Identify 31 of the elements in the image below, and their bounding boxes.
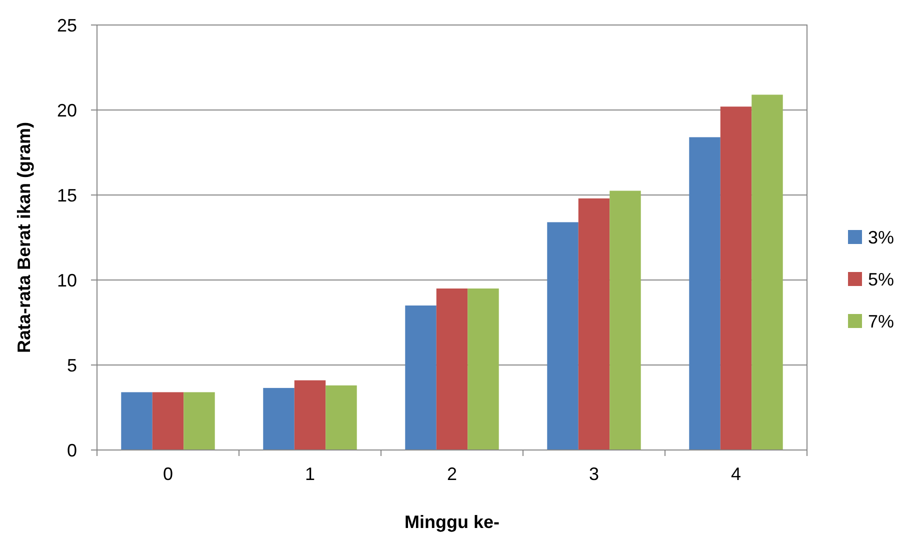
y-tick-label: 5 [66, 355, 77, 376]
y-tick-label: 20 [56, 100, 77, 120]
bar [689, 137, 720, 450]
legend-label: 3% [868, 227, 894, 248]
bar [752, 94, 783, 450]
bar [263, 388, 294, 450]
bar [578, 198, 610, 450]
bar [121, 392, 152, 450]
x-tick-label: 2 [446, 464, 458, 484]
bar [468, 288, 499, 450]
y-tick-label: 25 [56, 15, 77, 36]
legend-label: 7% [868, 311, 894, 332]
bar [720, 106, 752, 450]
y-tick-label: 0 [66, 440, 77, 460]
y-axis-title: Rata-rata Berat ikan (gram) [14, 122, 34, 354]
x-axis-title: Minggu ke- [404, 512, 500, 532]
y-tick-label: 10 [56, 270, 77, 290]
bar [610, 190, 641, 450]
bar [184, 392, 215, 450]
x-tick-label: 0 [162, 464, 174, 484]
x-tick-label: 1 [304, 464, 316, 484]
x-tick-label: 4 [730, 464, 742, 484]
bar [294, 380, 326, 450]
bar [405, 306, 436, 450]
bar [152, 392, 184, 450]
x-tick-label: 3 [588, 464, 600, 484]
bar [547, 222, 578, 450]
bar [436, 288, 468, 450]
legend-label: 5% [868, 269, 894, 290]
y-tick-label: 15 [56, 185, 77, 206]
bar [326, 385, 357, 450]
